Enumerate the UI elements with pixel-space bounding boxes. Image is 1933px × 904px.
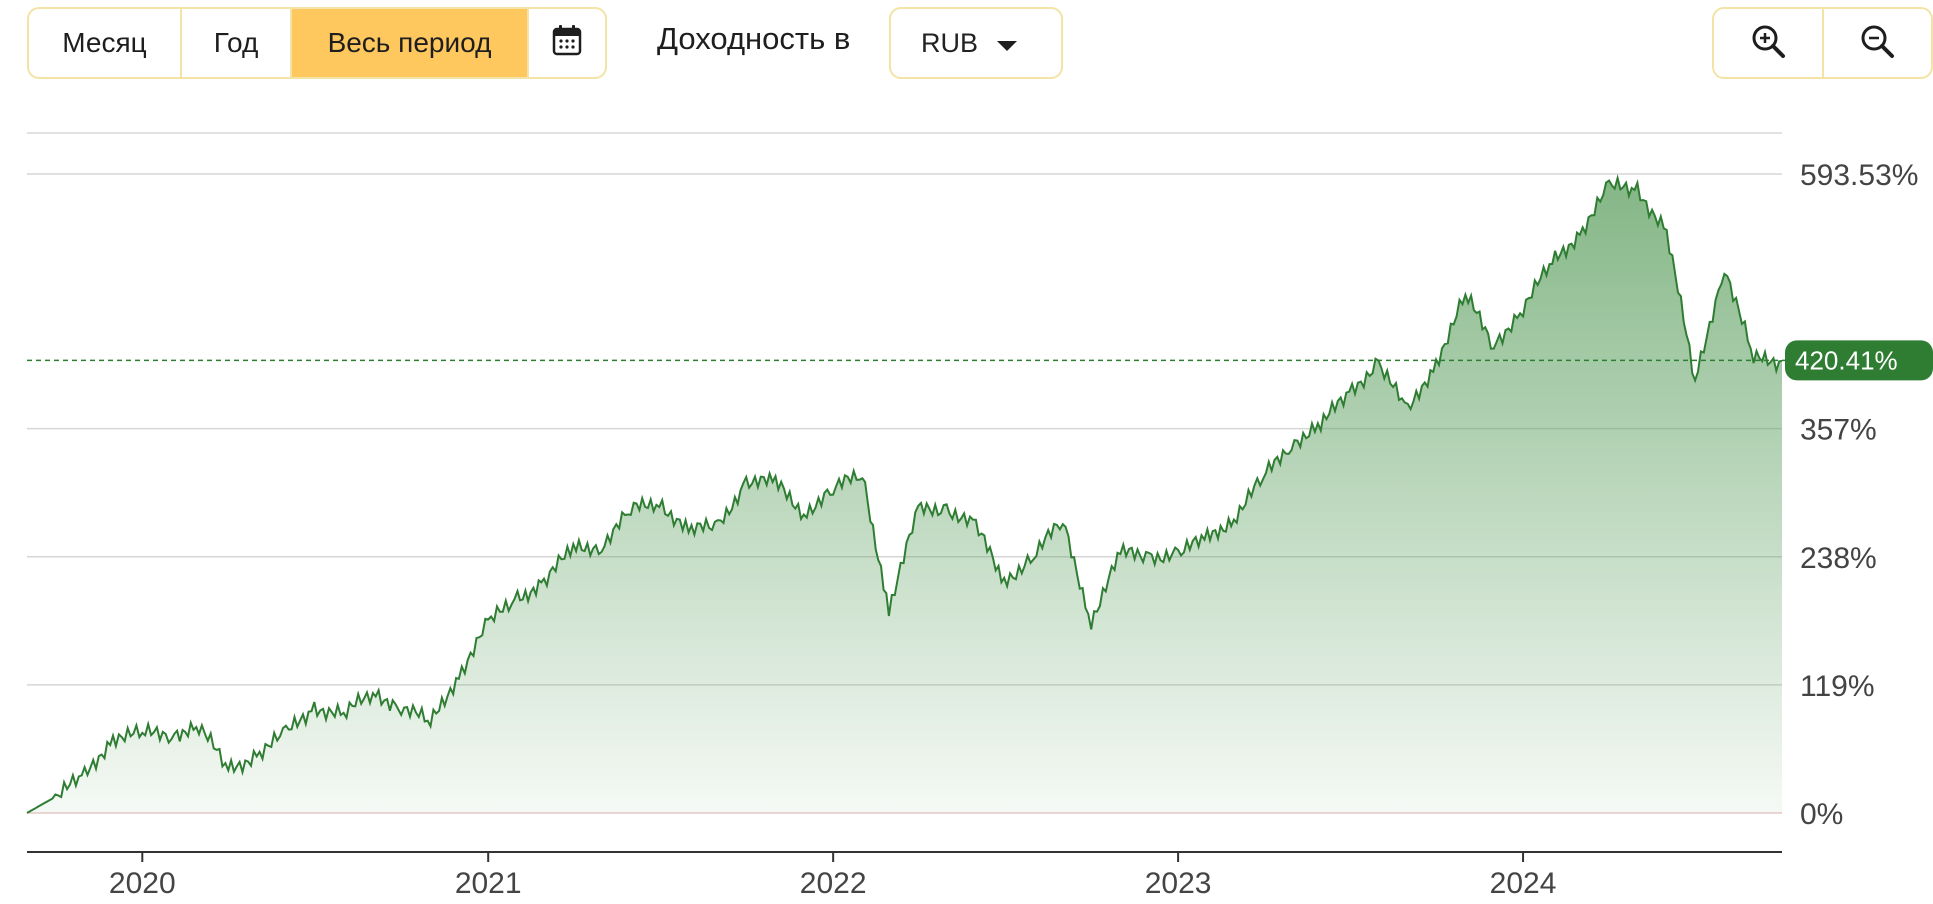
y-tick-label: 238% <box>1800 542 1877 575</box>
zoom-in-icon <box>1750 23 1786 64</box>
zoom-out-icon <box>1859 23 1895 64</box>
yield-area <box>27 178 1782 813</box>
period-month-button[interactable]: Месяц <box>29 9 182 77</box>
calendar-icon <box>552 24 582 63</box>
period-all-button[interactable]: Весь период <box>292 9 529 77</box>
y-tick-label: 119% <box>1800 670 1875 703</box>
currency-value: RUB <box>921 27 979 58</box>
x-axis-ticks: 2020 2021 2022 2023 2024 <box>109 852 1557 900</box>
period-year-button[interactable]: Год <box>182 9 292 77</box>
y-tick-label: 357% <box>1800 414 1877 447</box>
yield-line <box>26 174 1783 814</box>
x-tick-label: 2020 <box>109 867 176 900</box>
y-axis-ticks: 0% 119% 238% 357% 593.53% <box>1800 159 1918 831</box>
calendar-button[interactable] <box>529 9 605 77</box>
currency-select[interactable]: RUB <box>889 7 1063 79</box>
caret-down-icon <box>997 41 1017 51</box>
y-tick-label: 0% <box>1800 798 1843 831</box>
x-tick-label: 2021 <box>455 867 522 900</box>
current-value-label: 420.41% <box>1795 345 1898 375</box>
y-tick-label: 593.53% <box>1800 159 1918 192</box>
x-tick-label: 2023 <box>1145 867 1212 900</box>
yield-currency-label: Доходность в <box>657 21 851 56</box>
zoom-out-button[interactable] <box>1824 9 1932 77</box>
current-value-badge: 420.41% <box>1785 340 1933 381</box>
zoom-in-button[interactable] <box>1714 9 1824 77</box>
zoom-controls <box>1712 7 1933 79</box>
period-selector: Месяц Год Весь период <box>27 7 607 79</box>
x-tick-label: 2024 <box>1490 867 1557 900</box>
x-tick-label: 2022 <box>800 867 867 900</box>
